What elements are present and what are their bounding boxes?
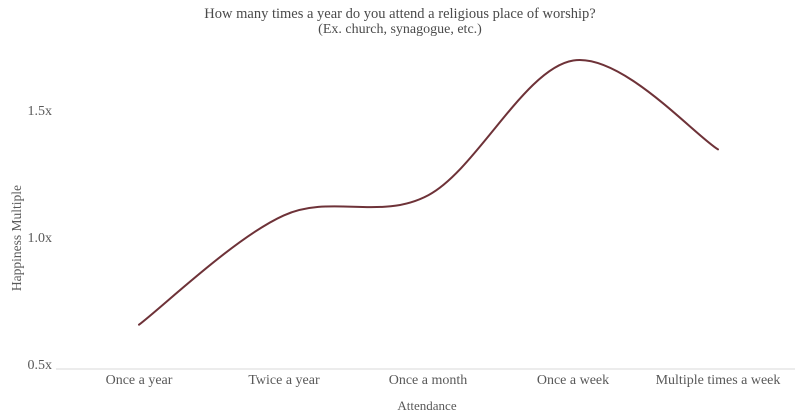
y-tick-0-5x: 0.5x [27,358,53,373]
x-tick-once-a-week: Once a week [536,373,610,388]
y-tick-1-0x: 1.0x [27,231,53,246]
x-tick-once-a-year: Once a year [105,373,173,388]
y-tick-1-5x: 1.5x [27,104,53,119]
x-tick-multiple-times-a-week: Multiple times a week [655,373,781,388]
x-tick-once-a-month: Once a month [388,373,468,388]
x-tick-twice-a-year: Twice a year [248,373,320,388]
chart-title: How many times a year do you attend a re… [204,6,596,22]
chart-subtitle: (Ex. church, synagogue, etc.) [318,22,482,37]
chart-title-block: How many times a year do you attend a re… [0,6,800,37]
happiness-curve [138,59,719,326]
x-axis-label: Attendance [397,398,457,413]
